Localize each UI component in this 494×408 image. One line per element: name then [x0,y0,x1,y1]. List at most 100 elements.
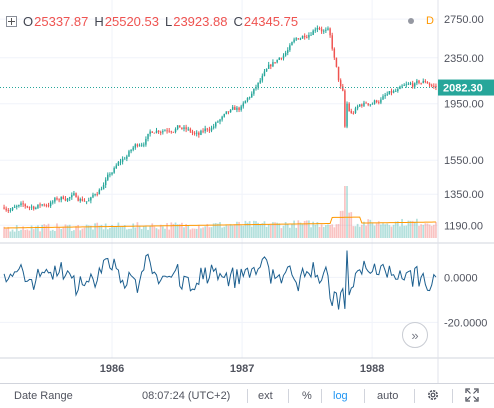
candle-body [267,64,270,69]
candle-body [265,68,268,72]
candle-body [375,100,378,103]
volume-bar [430,225,433,238]
candle-body [159,131,162,133]
candle-body [37,204,39,208]
candle-body [47,205,50,207]
volume-bar [426,223,429,238]
candle-body [123,158,126,160]
candle-body [208,129,211,131]
volume-bar [240,225,243,238]
clock-timezone[interactable]: 08:07:24 (UTC+2) [142,390,231,402]
collapse-toggle-icon[interactable] [6,16,17,27]
scroll-to-realtime-button[interactable]: » [402,322,428,348]
volume-bar [176,224,179,238]
candle-body [397,89,399,91]
last-price-badge [438,79,494,96]
candle-body [85,201,88,203]
chart-canvas[interactable]: 1986 1987 1988 1190.00 1350.00 1550.00 1950.00… [0,0,494,383]
x-tick-label: 1987 [230,363,254,375]
volume-bar [30,225,33,238]
volume-bar [5,228,8,238]
volume-bar [227,225,230,238]
candle-body [225,111,228,114]
gear-icon[interactable] [426,388,440,402]
candle-body [234,107,236,110]
volume-bar [352,226,355,238]
candle-body [66,198,69,201]
candle-body [195,132,198,134]
ext-toggle[interactable]: ext [258,390,273,402]
double-chevron-right-icon: » [411,327,419,343]
high-value: 25520.53 [104,14,159,29]
last-price-label: 2082.30 [443,83,483,95]
volume-bar [369,219,372,238]
candle-body [257,82,259,88]
volume-bar [172,223,175,238]
candle-body [107,174,109,180]
low-value: 23923.88 [173,14,228,29]
candle-body [193,133,196,134]
volume-bar [64,224,67,238]
candle-body [202,130,204,132]
volume-bar [81,228,84,238]
volume-bar [407,220,410,238]
candle-body [261,75,264,81]
candle-body [136,144,139,146]
candle-body [64,198,67,201]
divider [321,389,322,403]
volume-bar [221,227,223,238]
candle-body [168,130,170,132]
volume-bar [413,221,416,238]
candle-body [170,131,173,133]
interval-indicator[interactable]: D [426,15,434,27]
candle-body [394,90,397,92]
candle-body [333,48,336,58]
candle-body [251,93,253,98]
candle-body [274,62,276,63]
candle-body [303,35,306,38]
candle-body [312,30,314,35]
divider [452,389,453,403]
auto-toggle[interactable]: auto [377,390,399,402]
candle-body [121,158,124,162]
high-label: H [94,14,104,29]
candle-body [128,151,130,157]
candle-body [212,126,215,128]
volume-bar [312,221,314,238]
log-toggle[interactable]: log [333,390,348,402]
volume-bar [60,228,63,238]
candle-body [56,198,58,200]
candle-body [352,112,355,114]
candle-body [223,113,225,117]
date-range-button[interactable]: Date Range [14,390,73,402]
expand-icon[interactable] [465,388,479,402]
volume-bar [100,224,103,238]
volume-bar [106,229,109,238]
candle-body [132,147,134,150]
volume-bar [164,228,166,238]
candle-body [77,197,79,201]
candle-body [41,204,43,206]
volume-bar [128,228,130,238]
percent-toggle[interactable]: % [302,390,312,402]
candle-body [414,83,416,87]
volume-bar [140,229,143,238]
volume-bar [204,226,207,238]
candle-body [200,130,202,135]
volume-bar [303,220,306,238]
volume-bar [373,225,376,238]
candle-body [104,179,107,186]
candle-body [310,34,312,36]
volume-bar [350,212,353,238]
candle-body [90,197,92,201]
volume-bar [202,227,204,238]
ohlc-legend: O 25337.87 H 25520.53 L 23923.88 C 24345.75 [6,14,304,29]
price-tick-label: 2750.00 [444,14,484,26]
candle-body [143,144,145,146]
candle-body [81,199,84,201]
volume-bar [267,224,270,238]
volume-bar [43,224,46,238]
volume-bar [422,224,425,238]
candle-body [162,131,164,133]
